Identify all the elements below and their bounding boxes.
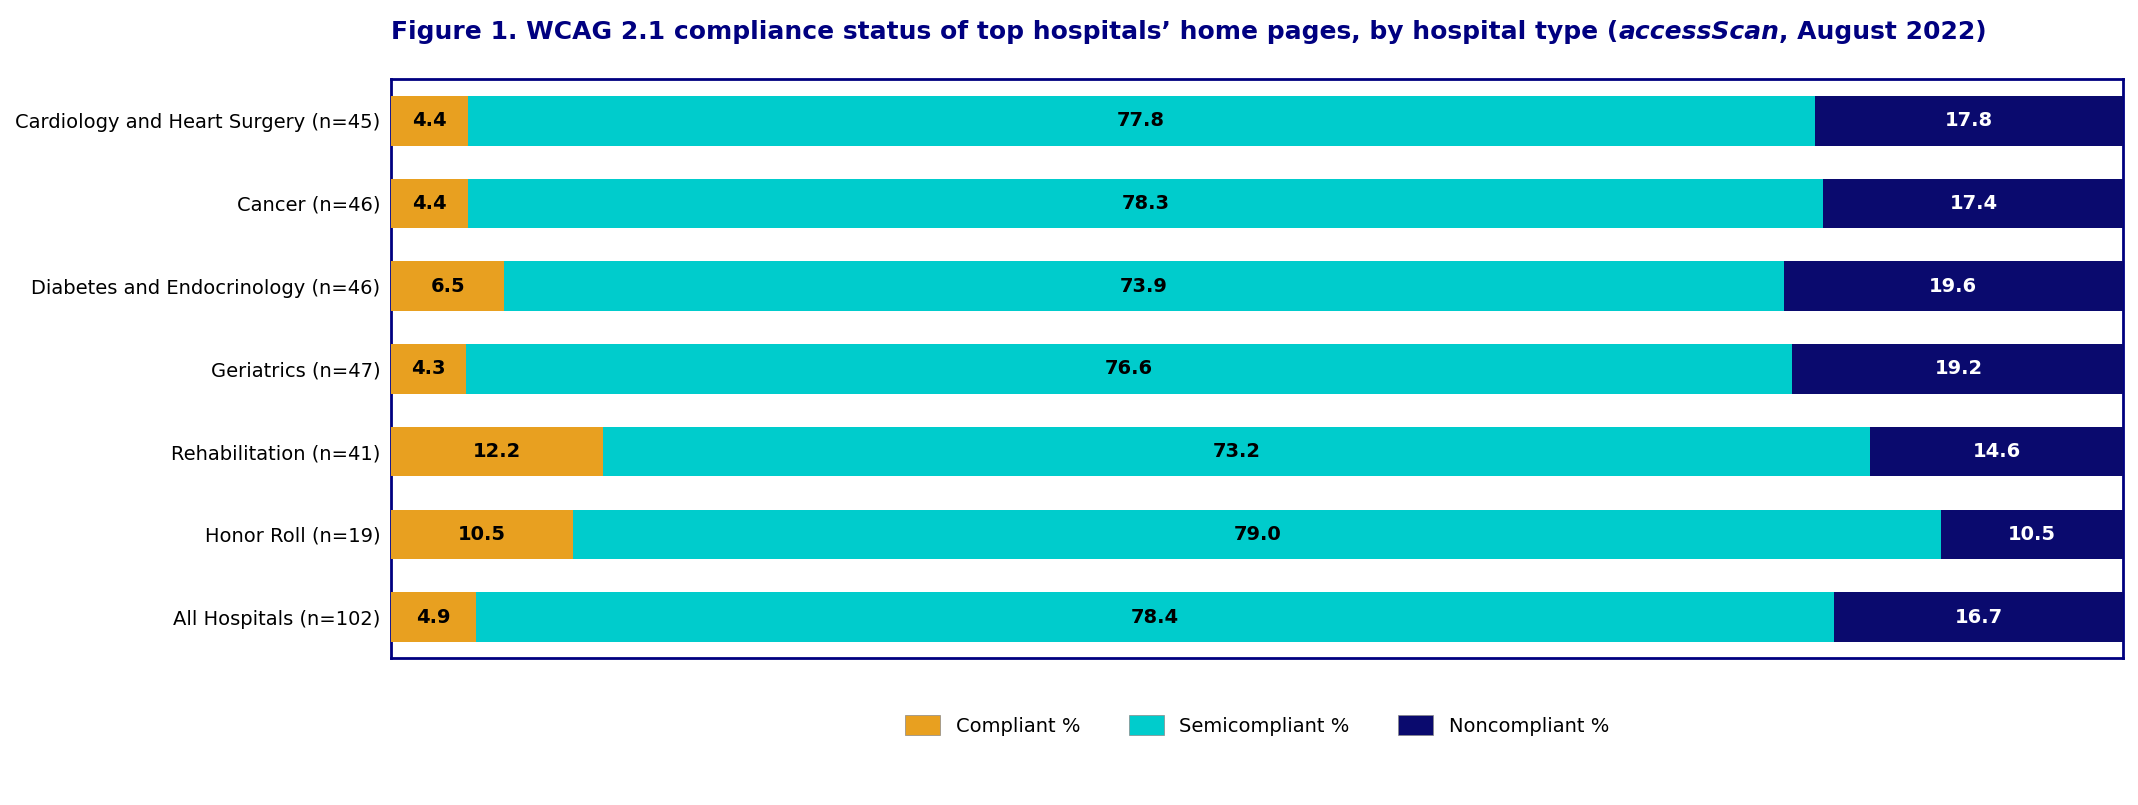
- Bar: [391, 262, 505, 311]
- Bar: [1815, 96, 2123, 146]
- Text: 12.2: 12.2: [472, 442, 522, 461]
- Text: 4.3: 4.3: [410, 359, 447, 378]
- Bar: [1792, 344, 2125, 394]
- Bar: [391, 427, 603, 477]
- Bar: [391, 179, 468, 229]
- Text: 17.4: 17.4: [1950, 194, 1999, 213]
- Bar: [505, 262, 1783, 311]
- Text: accessScan: accessScan: [1618, 20, 1779, 44]
- Bar: [468, 179, 1824, 229]
- Bar: [391, 96, 468, 146]
- Bar: [391, 592, 477, 642]
- Text: 79.0: 79.0: [1234, 525, 1281, 544]
- Bar: [391, 510, 573, 559]
- Legend: Compliant %, Semicompliant %, Noncompliant %: Compliant %, Semicompliant %, Noncomplia…: [904, 715, 1610, 736]
- Bar: [1824, 179, 2125, 229]
- Text: 19.2: 19.2: [1935, 359, 1982, 378]
- Bar: [477, 592, 1834, 642]
- Text: Figure 1. WCAG 2.1 compliance status of top hospitals’ home pages, by hospital t: Figure 1. WCAG 2.1 compliance status of …: [391, 20, 1618, 44]
- Text: 19.6: 19.6: [1928, 277, 1978, 295]
- Text: 16.7: 16.7: [1954, 608, 2003, 626]
- Bar: [573, 510, 1941, 559]
- Bar: [391, 344, 466, 394]
- Bar: [1871, 427, 2123, 477]
- Text: 73.2: 73.2: [1212, 442, 1261, 461]
- Text: 78.3: 78.3: [1122, 194, 1169, 213]
- Text: 73.9: 73.9: [1120, 277, 1167, 295]
- Bar: [1783, 262, 2123, 311]
- Text: 78.4: 78.4: [1131, 608, 1178, 626]
- Text: 14.6: 14.6: [1973, 442, 2020, 461]
- Bar: [466, 344, 1792, 394]
- Text: 4.4: 4.4: [413, 111, 447, 130]
- Text: 6.5: 6.5: [430, 277, 464, 295]
- Bar: [1834, 592, 2123, 642]
- Text: 77.8: 77.8: [1118, 111, 1165, 130]
- Bar: [468, 96, 1815, 146]
- Text: 76.6: 76.6: [1105, 359, 1152, 378]
- Text: 10.5: 10.5: [2008, 525, 2057, 544]
- Text: 4.9: 4.9: [417, 608, 451, 626]
- Text: 10.5: 10.5: [458, 525, 507, 544]
- Text: 17.8: 17.8: [1946, 111, 1993, 130]
- Text: 4.4: 4.4: [413, 194, 447, 213]
- Text: , August 2022): , August 2022): [1779, 20, 1986, 44]
- Bar: [603, 427, 1871, 477]
- Bar: [1941, 510, 2123, 559]
